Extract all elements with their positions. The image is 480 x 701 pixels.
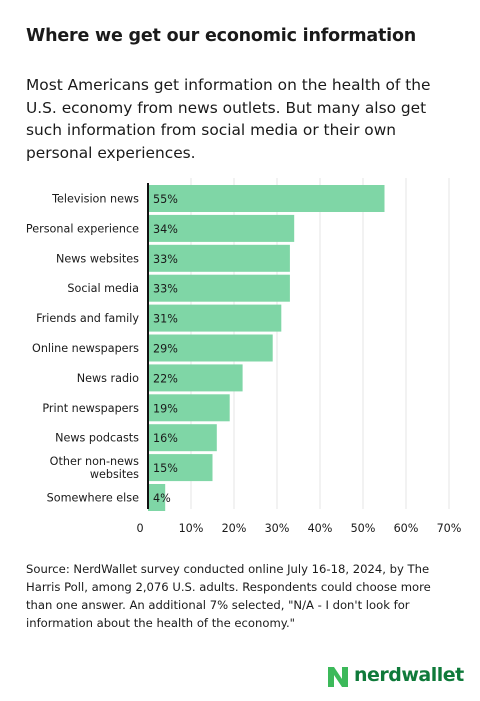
bar-value-label: 31% [153, 313, 178, 326]
x-tick-label: 70% [437, 522, 462, 535]
bar-value-label: 33% [153, 253, 178, 266]
category-label: News radio [77, 372, 139, 385]
bar [148, 244, 290, 272]
category-label: Print newspapers [42, 402, 139, 415]
x-tick-label: 50% [351, 522, 376, 535]
x-tick-label: 60% [394, 522, 419, 535]
bar [148, 334, 273, 362]
category-label: Other non-news websites [50, 455, 140, 481]
bar-value-label: 22% [153, 372, 178, 385]
chart-title: Where we get our economic information [26, 26, 417, 46]
chart-subtitle: Most Americans get information on the he… [26, 76, 431, 162]
category-label: Social media [67, 282, 139, 295]
source-note: Source: NerdWallet survey conducted onli… [26, 562, 431, 630]
x-tick-label: 30% [265, 522, 290, 535]
category-label: News podcasts [55, 432, 139, 445]
x-tick-label: 10% [179, 522, 204, 535]
bar [148, 424, 217, 452]
bar [148, 484, 166, 511]
nerdwallet-logo-text: nerdwallet [354, 664, 464, 686]
category-label: Friends and family [36, 312, 139, 325]
bar-value-label: 16% [153, 432, 178, 445]
bar [148, 214, 295, 242]
x-tick-label: 20% [222, 522, 247, 535]
bar-chart: 55% Television news 34% Personal experience… [26, 178, 462, 535]
category-label: News websites [56, 252, 139, 265]
bar-value-label: 29% [153, 343, 178, 356]
category-label: Personal experience [26, 222, 139, 235]
bar [148, 454, 213, 482]
x-tick-label: 40% [308, 522, 333, 535]
bar [148, 185, 385, 212]
category-label: Television news [51, 193, 139, 206]
bar [148, 274, 290, 302]
nerdwallet-logo-icon [328, 667, 348, 687]
x-tick-label: 0 [136, 522, 143, 535]
category-label: Online newspapers [32, 342, 139, 355]
bar [148, 304, 282, 332]
bar-value-label: 4% [153, 492, 171, 505]
bar [148, 394, 230, 422]
bar-value-label: 15% [153, 462, 178, 475]
bar [148, 364, 243, 392]
bar-value-label: 33% [153, 283, 178, 296]
category-label: Somewhere else [47, 492, 139, 505]
bar-value-label: 55% [153, 193, 178, 206]
bar-value-label: 19% [153, 402, 178, 415]
bar-value-label: 34% [153, 223, 178, 236]
